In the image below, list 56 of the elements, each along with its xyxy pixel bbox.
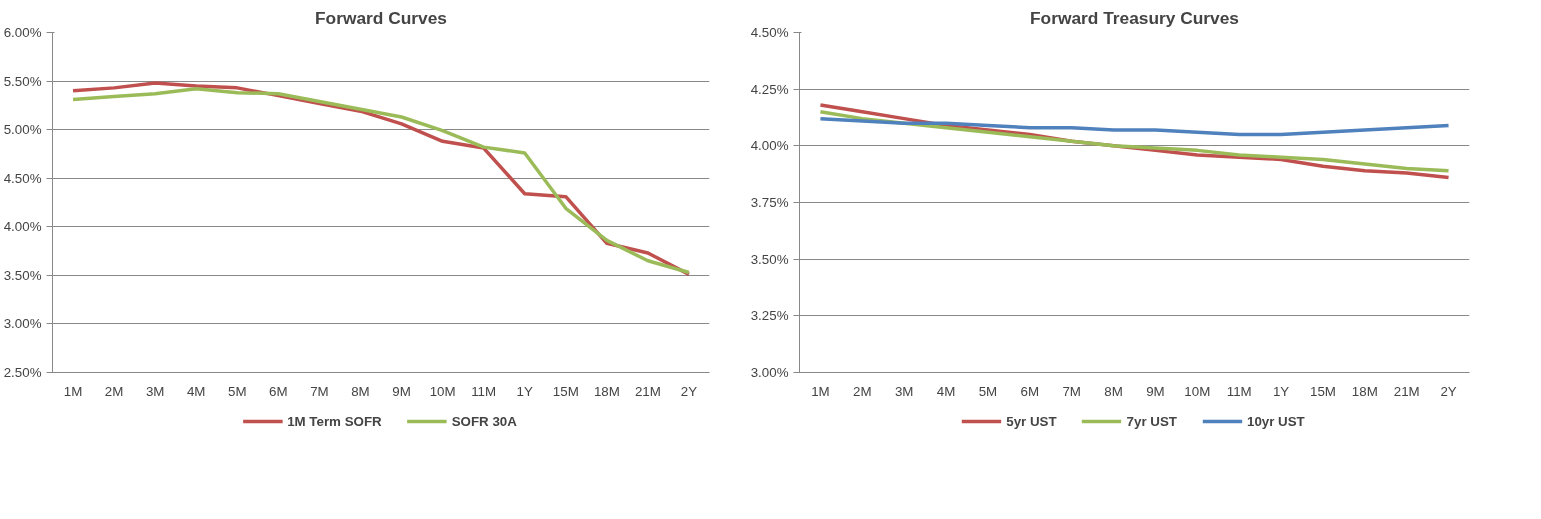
- x-tick-label: 10M: [1184, 383, 1211, 399]
- x-tick-label: 2Y: [680, 383, 698, 399]
- y-tick-label: 5.50%: [3, 73, 42, 89]
- legend-label: 1M Term SOFR: [287, 413, 382, 429]
- y-tick-label: 3.50%: [3, 267, 42, 283]
- x-tick-label: 7M: [1062, 383, 1081, 399]
- x-tick-label: 11M: [1226, 383, 1252, 399]
- x-tick-label: 10M: [429, 383, 456, 399]
- x-tick-label: 9M: [392, 383, 411, 399]
- x-tick-label: 5M: [978, 383, 998, 399]
- x-tick-label: 15M: [1309, 383, 1336, 399]
- x-tick-label: 11M: [471, 383, 497, 399]
- x-tick-label: 3M: [894, 383, 914, 399]
- chart-title: Forward Treasury Curves: [1030, 7, 1240, 28]
- line-series: [818, 110, 1451, 173]
- x-tick-label: 4M: [936, 383, 956, 399]
- x-tick-label: 21M: [1393, 383, 1420, 399]
- x-tick-label: 2M: [853, 383, 872, 399]
- y-tick-label: 3.25%: [750, 308, 789, 324]
- x-tick-label: 18M: [1351, 383, 1378, 399]
- x-tick-label: 1Y: [516, 383, 533, 399]
- x-tick-label: 1M: [811, 383, 830, 399]
- x-tick-label: 6M: [269, 383, 288, 399]
- x-tick-label: 5M: [228, 383, 247, 399]
- y-tick-label: 4.50%: [750, 25, 789, 40]
- x-tick-label: 7M: [310, 383, 329, 399]
- chart-title: Forward Curves: [315, 7, 447, 28]
- y-tick-label: 3.75%: [750, 195, 789, 210]
- x-tick-label: 8M: [351, 383, 370, 399]
- y-tick-label: 4.25%: [750, 81, 789, 97]
- legend-label: 7yr UST: [1126, 413, 1177, 429]
- y-tick-label: 4.00%: [3, 219, 42, 235]
- y-tick-label: 6.00%: [3, 25, 42, 40]
- x-tick-label: 2Y: [1440, 383, 1457, 399]
- y-tick-label: 2.50%: [3, 365, 42, 380]
- y-tick-label: 3.50%: [750, 251, 789, 267]
- x-tick-label: 1Y: [1272, 383, 1290, 399]
- x-tick-label: 2M: [104, 383, 124, 399]
- x-tick-label: 8M: [1104, 383, 1123, 399]
- x-tick-label: 3M: [145, 383, 165, 399]
- legend-label: 10yr UST: [1246, 413, 1305, 429]
- y-tick-label: 3.00%: [3, 316, 42, 332]
- legend-label: 5yr UST: [1006, 413, 1057, 429]
- x-tick-label: 15M: [552, 383, 579, 399]
- legend-label: SOFR 30A: [451, 413, 517, 429]
- x-tick-label: 21M: [634, 383, 661, 399]
- x-tick-label: 1M: [63, 383, 83, 399]
- y-tick-label: 5.00%: [3, 122, 42, 138]
- y-tick-label: 3.00%: [750, 365, 789, 380]
- y-tick-label: 4.00%: [750, 138, 789, 154]
- y-tick-label: 4.50%: [3, 170, 42, 186]
- x-tick-label: 6M: [1020, 383, 1040, 399]
- line-series: [818, 116, 1451, 137]
- x-tick-label: 4M: [186, 383, 206, 399]
- x-tick-label: 18M: [593, 383, 620, 399]
- x-tick-label: 9M: [1146, 383, 1165, 399]
